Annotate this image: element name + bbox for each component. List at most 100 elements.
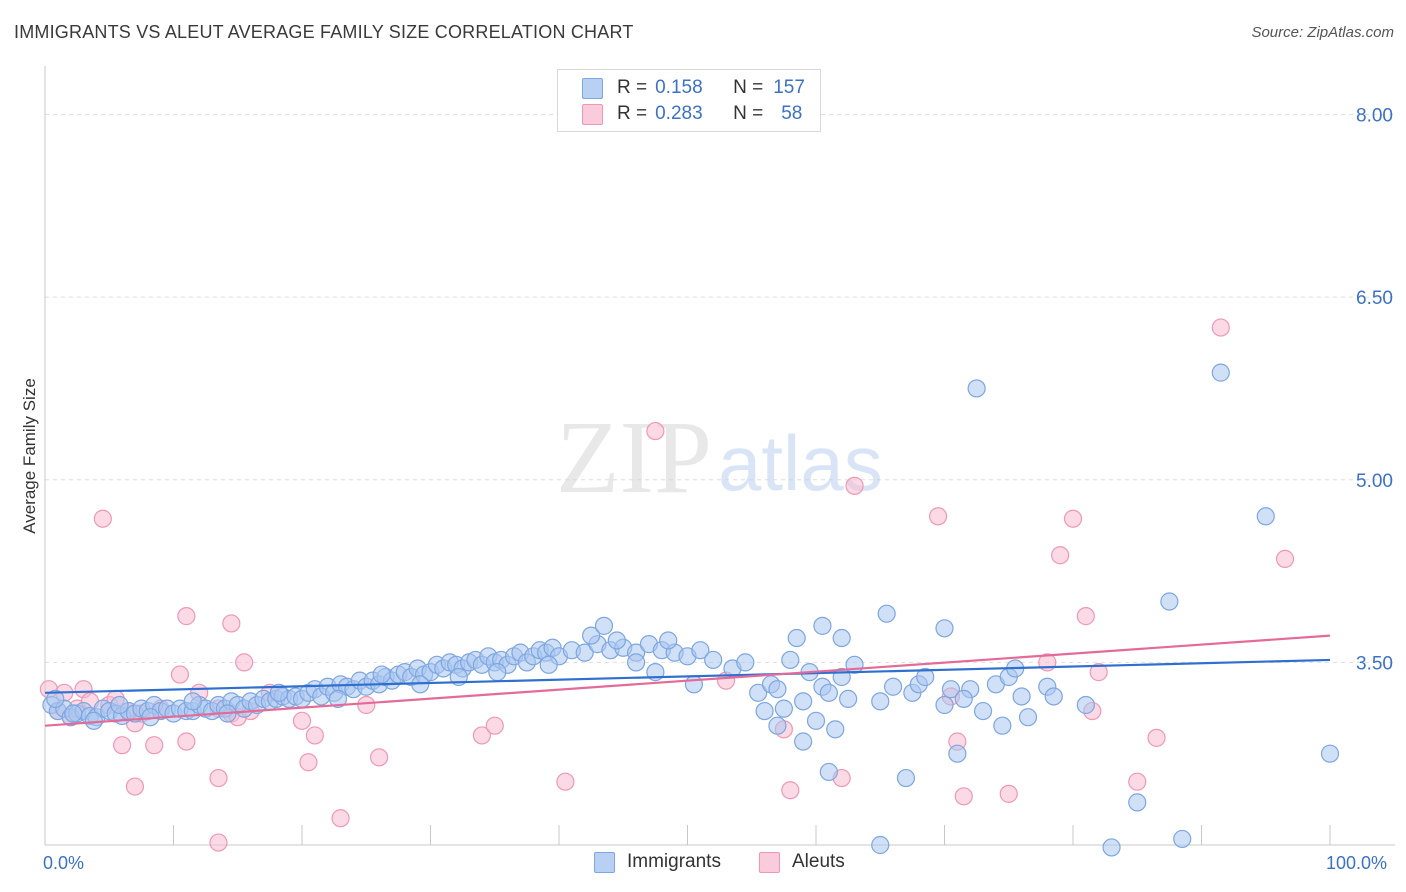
source-label: Source: ZipAtlas.com bbox=[1251, 24, 1394, 41]
immigrant-point bbox=[794, 692, 813, 711]
immigrant-point bbox=[328, 689, 348, 709]
immigrant-point bbox=[64, 704, 83, 723]
immigrant-point bbox=[954, 689, 973, 709]
r-value: 0.283 bbox=[655, 103, 703, 124]
immigrant-point bbox=[594, 616, 614, 635]
n-label: N = bbox=[733, 103, 764, 124]
aleut-point bbox=[93, 509, 112, 528]
immigrant-point bbox=[1211, 363, 1230, 382]
aleut-point bbox=[299, 753, 318, 772]
immigrant-point bbox=[1044, 687, 1063, 706]
aleut-point bbox=[1275, 549, 1295, 568]
aleut-point bbox=[1051, 546, 1070, 565]
immigrant-point bbox=[1173, 829, 1192, 849]
n-label: N = bbox=[733, 77, 764, 98]
aleut-point bbox=[646, 421, 665, 441]
immigrant-point bbox=[883, 677, 903, 696]
aleut-point bbox=[357, 695, 376, 715]
immigrant-point bbox=[948, 744, 967, 763]
immigrant-point bbox=[967, 379, 986, 398]
aleut-point bbox=[999, 784, 1018, 803]
chart-title: IMMIGRANTS VS ALEUT AVERAGE FAMILY SIZE … bbox=[14, 22, 634, 42]
immigrant-point bbox=[1128, 793, 1147, 812]
y-tick-label: 3.50 bbox=[1356, 653, 1393, 674]
aleut-point bbox=[556, 772, 575, 791]
aleut-point bbox=[292, 711, 312, 730]
immigrant-point bbox=[704, 650, 723, 670]
immigrant-point bbox=[736, 653, 755, 672]
aleut-point bbox=[305, 726, 324, 745]
aleut-point bbox=[331, 809, 350, 828]
legend-row-immigrants: R = 0.158 N = 157 bbox=[582, 77, 805, 99]
immigrants-trendline bbox=[44, 658, 1331, 694]
aleut-point bbox=[125, 777, 145, 796]
immigrant-point bbox=[1160, 592, 1179, 611]
immigrant-point bbox=[871, 835, 890, 855]
immigrant-point bbox=[1102, 838, 1121, 857]
immigrants-swatch bbox=[594, 851, 615, 873]
trendlines bbox=[44, 634, 1331, 727]
immigrant-point bbox=[755, 701, 774, 721]
immigrant-point bbox=[1018, 708, 1038, 727]
immigrant-point bbox=[1320, 744, 1340, 763]
immigrant-point bbox=[1256, 507, 1275, 526]
immigrant-point bbox=[539, 655, 558, 674]
x-tick-label-max: 100.0% bbox=[1326, 853, 1388, 873]
aleut-points bbox=[39, 318, 1295, 852]
immigrant-point bbox=[691, 641, 710, 660]
legend-row-aleuts: R = 0.283 N = 58 bbox=[582, 103, 802, 125]
aleut-point bbox=[177, 607, 196, 626]
immigrant-point bbox=[46, 689, 65, 709]
immigrant-point bbox=[488, 663, 507, 682]
y-tick-label: 5.00 bbox=[1356, 471, 1393, 492]
immigrant-point bbox=[916, 667, 935, 687]
aleut-point bbox=[235, 653, 254, 672]
aleut-point bbox=[1211, 318, 1230, 337]
x-tick-label-min: 0.0% bbox=[43, 853, 85, 873]
immigrant-point bbox=[269, 683, 288, 702]
aleuts-trendline bbox=[44, 634, 1331, 727]
immigrant-points bbox=[42, 363, 1340, 857]
immigrant-point bbox=[819, 683, 838, 702]
immigrant-point bbox=[1012, 687, 1031, 706]
aleut-point bbox=[845, 476, 864, 495]
aleut-point bbox=[781, 781, 800, 800]
immigrant-point bbox=[813, 616, 832, 635]
r-label: R = bbox=[617, 77, 648, 98]
immigrant-point bbox=[607, 631, 626, 650]
watermark: ZIP atlas bbox=[556, 400, 883, 515]
aleut-point bbox=[928, 507, 948, 526]
immigrant-point bbox=[877, 604, 896, 623]
immigrant-point bbox=[806, 711, 826, 730]
immigrant-point bbox=[582, 626, 601, 645]
immigrant-point bbox=[1076, 695, 1095, 715]
correlation-legend: R = 0.158 N = 157 R = 0.283 N = 58 bbox=[557, 69, 821, 132]
immigrant-point bbox=[819, 762, 838, 782]
series-legend: Immigrants Aleuts bbox=[0, 851, 1406, 877]
aleut-point bbox=[1147, 728, 1166, 747]
legend-item-aleuts[interactable]: Aleuts bbox=[759, 851, 845, 873]
immigrant-point bbox=[659, 631, 678, 650]
immigrant-point bbox=[749, 683, 768, 702]
aleut-point bbox=[209, 768, 228, 788]
immigrant-point bbox=[826, 720, 845, 739]
legend-label: Immigrants bbox=[627, 851, 721, 872]
n-value: 58 bbox=[781, 103, 803, 124]
immigrant-point bbox=[626, 653, 646, 672]
y-tick-labels: 3.50 5.00 6.50 8.00 bbox=[1356, 106, 1393, 675]
immigrant-point bbox=[935, 695, 954, 715]
aleut-point bbox=[370, 748, 389, 767]
legend-item-immigrants[interactable]: Immigrants bbox=[594, 851, 721, 873]
aleut-point bbox=[170, 665, 190, 684]
immigrant-point bbox=[110, 695, 129, 715]
n-value: 157 bbox=[773, 77, 805, 98]
axes bbox=[44, 66, 1395, 846]
immigrant-point bbox=[183, 692, 202, 711]
immigrant-point bbox=[896, 768, 916, 788]
aleut-point bbox=[177, 732, 196, 751]
immigrant-point bbox=[372, 665, 391, 684]
y-tick-label: 6.50 bbox=[1356, 288, 1393, 309]
aleut-point bbox=[112, 736, 132, 755]
immigrant-point bbox=[774, 699, 793, 718]
aleut-point bbox=[222, 614, 241, 633]
